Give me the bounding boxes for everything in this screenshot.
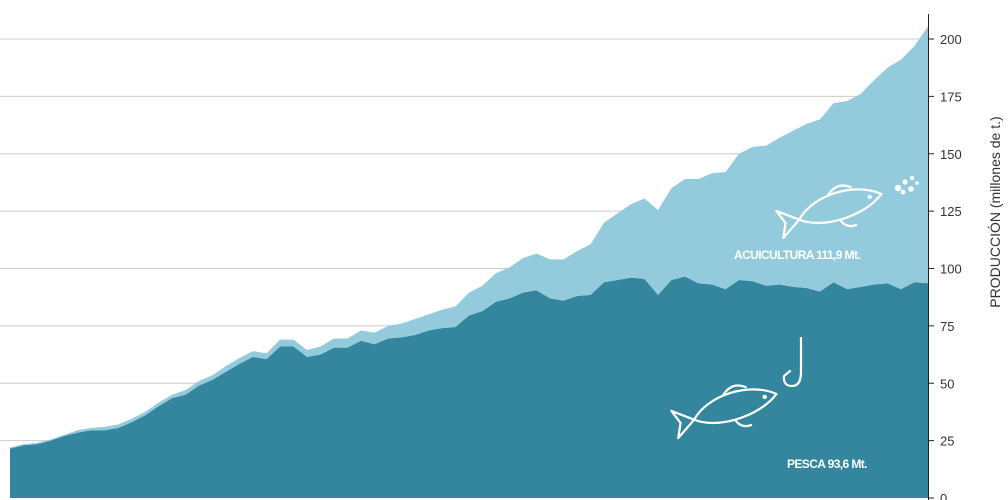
area-layer xyxy=(10,26,928,498)
area-series-acuicultura xyxy=(10,26,928,449)
y-tick-label-25: 25 xyxy=(940,434,954,449)
series-label-pesca: PESCA 93,6 Mt. xyxy=(787,457,867,471)
y-axis-ticks: 0 25 50 75 100 125 150 175 200 xyxy=(928,32,962,500)
fishing-hook-icon xyxy=(782,336,803,388)
fish-icon xyxy=(775,184,883,240)
y-axis-title: PRODUCCIÓN (millones de t.) xyxy=(987,116,1003,307)
y-tick-label-125: 125 xyxy=(940,204,962,219)
y-tick-label-200: 200 xyxy=(940,32,962,47)
hooked-fish-icon xyxy=(670,384,778,440)
y-tick-label-0: 0 xyxy=(940,491,947,500)
y-tick-label-100: 100 xyxy=(940,262,962,277)
y-tick-label-50: 50 xyxy=(940,376,954,391)
series-label-acuicultura: ACUICULTURA 111,9 Mt. xyxy=(734,248,860,262)
area-series-pesca xyxy=(10,276,928,498)
bubbles-icon xyxy=(894,175,919,195)
y-tick-label-150: 150 xyxy=(940,147,962,162)
y-tick-label-175: 175 xyxy=(940,89,962,104)
y-tick-label-75: 75 xyxy=(940,319,954,334)
